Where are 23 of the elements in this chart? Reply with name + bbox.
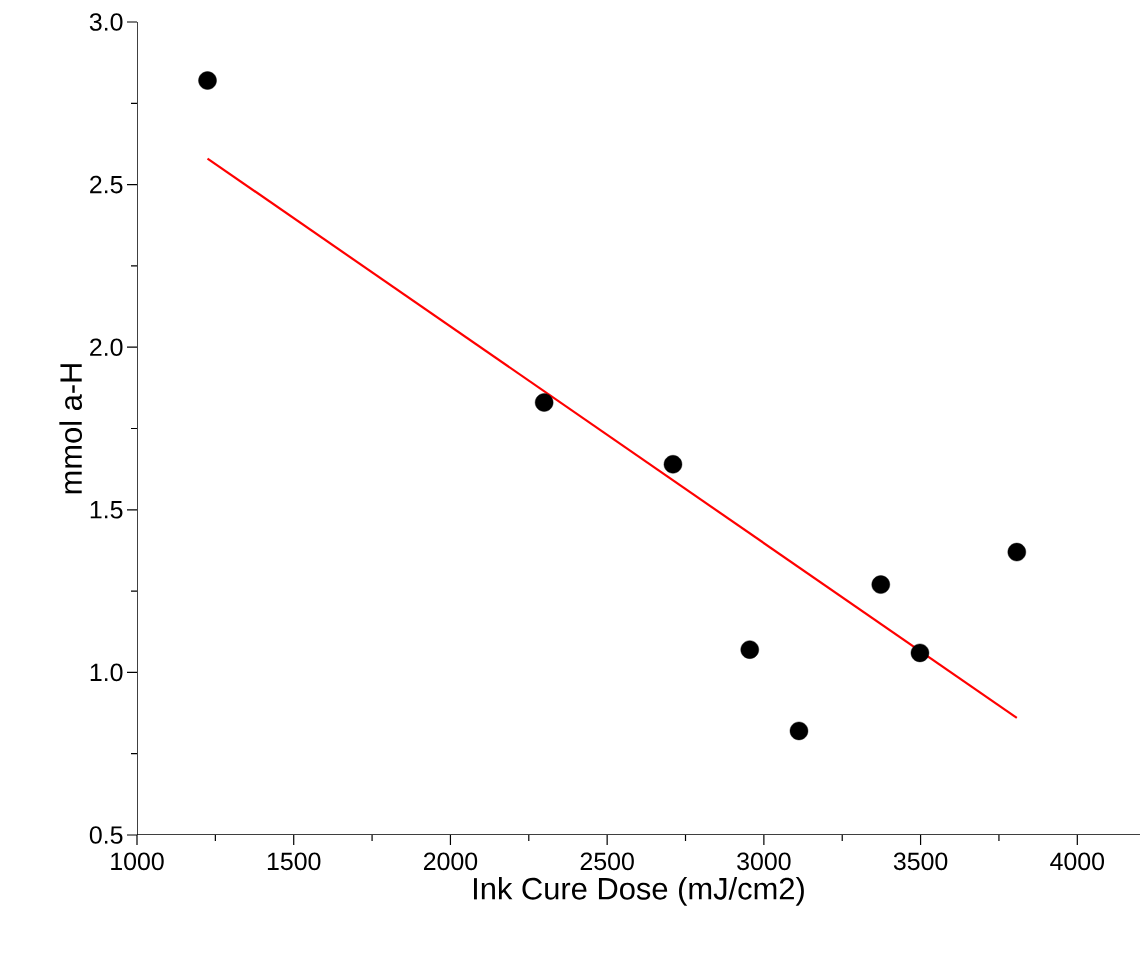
x-tick-label: 1500	[267, 852, 321, 871]
x-axis-title: Ink Cure Dose (mJ/cm2)	[474, 876, 804, 906]
point	[198, 71, 217, 90]
y-tick-label: 1.5	[90, 501, 123, 519]
point	[740, 640, 759, 659]
y-axis-title: mmol a-H	[59, 364, 83, 494]
point	[910, 643, 930, 663]
x-tick-label: 2000	[423, 852, 478, 871]
point	[1007, 542, 1027, 562]
point	[663, 455, 683, 474]
point	[534, 393, 554, 412]
y-tick-label: 1.0	[90, 663, 123, 682]
y-tick-label: 0.5	[89, 826, 123, 844]
x-tick-label: 1000	[111, 852, 164, 871]
x-tick-label: 2500	[580, 852, 634, 871]
x-tick-label: 3500	[893, 852, 948, 871]
y-tick-label: 3.0	[89, 13, 123, 31]
y-tick-label: 2.5	[90, 175, 123, 194]
x-tick-label: 4000	[1050, 852, 1105, 871]
x-tick-label: 3000	[737, 852, 791, 871]
y-tick-label: 2.0	[90, 338, 123, 357]
point	[871, 575, 890, 594]
point	[789, 721, 809, 741]
